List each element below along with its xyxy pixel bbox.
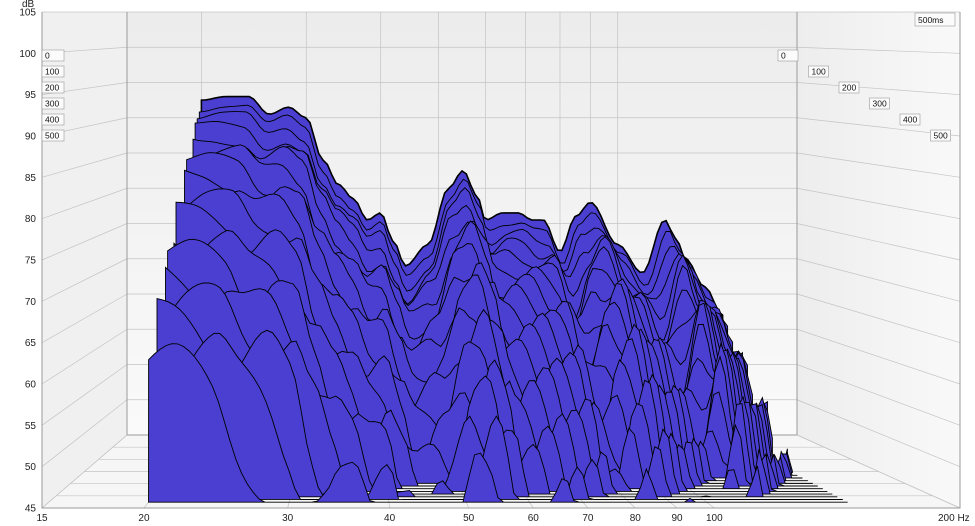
x-tick-label: 30 xyxy=(282,513,294,524)
svg-text:100: 100 xyxy=(812,67,826,77)
time-axis-label: 500ms xyxy=(918,15,944,25)
right-time-label: 0 xyxy=(777,49,799,62)
waterfall-slice xyxy=(148,343,848,503)
svg-text:0: 0 xyxy=(781,51,786,61)
right-time-label: 400 xyxy=(899,113,921,126)
x-tick-label: 200 Hz xyxy=(938,513,970,524)
y-tick-label: 60 xyxy=(25,380,37,391)
svg-text:100: 100 xyxy=(45,67,59,77)
left-time-label: 0 xyxy=(41,49,65,62)
right-time-labels: 0 100 200 300 400 500 xyxy=(777,49,951,142)
y-tick-label: 65 xyxy=(25,338,37,349)
svg-text:300: 300 xyxy=(45,99,59,109)
y-tick-label: 100 xyxy=(19,49,36,60)
svg-text:400: 400 xyxy=(45,115,59,125)
x-tick-label: 50 xyxy=(463,513,475,524)
left-time-label: 200 xyxy=(41,81,65,94)
right-time-label: 100 xyxy=(808,65,829,78)
left-time-label: 300 xyxy=(41,97,65,110)
right-wall xyxy=(797,12,960,508)
left-time-label: 400 xyxy=(41,113,65,126)
x-tick-label: 60 xyxy=(528,513,540,524)
svg-text:500: 500 xyxy=(45,131,59,141)
waterfall-surface xyxy=(148,95,848,503)
waterfall-slice xyxy=(150,332,844,500)
left-time-label: 500 xyxy=(41,129,65,142)
y-tick-label: 55 xyxy=(25,421,37,432)
left-time-label: 100 xyxy=(41,65,65,78)
svg-text:300: 300 xyxy=(873,99,887,109)
right-time-label: 300 xyxy=(869,97,890,110)
x-tick-label: 70 xyxy=(582,513,594,524)
x-tick-label: 100 xyxy=(706,513,723,524)
svg-text:400: 400 xyxy=(903,115,917,125)
x-tick-label: 40 xyxy=(384,513,396,524)
y-tick-label: 80 xyxy=(25,214,37,225)
time-axis-title: 500ms xyxy=(914,12,956,27)
x-tick-label: 15 xyxy=(36,513,48,524)
x-axis-ticks: 15 20 30 40 50 60 70 80 90 100 200 Hz xyxy=(36,513,969,524)
right-time-label: 200 xyxy=(838,81,860,94)
svg-text:500: 500 xyxy=(934,131,948,141)
x-tick-label: 90 xyxy=(671,513,683,524)
x-tick-label: 80 xyxy=(630,513,642,524)
y-tick-label: 90 xyxy=(25,132,37,143)
x-tick-label: 20 xyxy=(138,513,150,524)
y-tick-label: 105 xyxy=(19,8,36,19)
y-tick-label: 45 xyxy=(25,504,37,515)
y-tick-label: 70 xyxy=(25,297,37,308)
y-tick-label: 75 xyxy=(25,256,37,267)
y-tick-label: 50 xyxy=(25,462,37,473)
y-axis-ticks: 45 50 55 60 65 70 75 80 85 90 95 100 105 xyxy=(19,8,36,515)
left-time-labels: 0 100 200 300 400 500 xyxy=(41,49,65,142)
svg-text:200: 200 xyxy=(45,83,59,93)
right-time-label: 500 xyxy=(930,129,951,142)
svg-text:200: 200 xyxy=(842,83,856,93)
y-tick-label: 95 xyxy=(25,90,37,101)
y-tick-label: 85 xyxy=(25,173,37,184)
svg-text:0: 0 xyxy=(45,51,50,61)
y-axis-label: dB xyxy=(22,0,35,10)
